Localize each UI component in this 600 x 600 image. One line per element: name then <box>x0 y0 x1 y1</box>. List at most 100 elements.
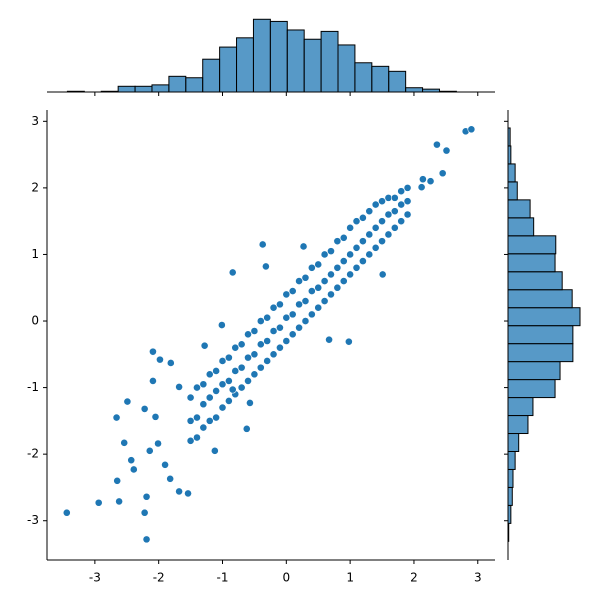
x-tick-label: -3 <box>89 571 101 585</box>
scatter-point <box>186 393 195 402</box>
x-tick-label: -1 <box>217 571 229 585</box>
scatter-point <box>212 387 221 395</box>
scatter-point <box>333 237 342 246</box>
scatter-point <box>269 350 278 359</box>
x-tick-label: 1 <box>346 571 354 585</box>
scatter-point <box>115 497 124 506</box>
scatter-point <box>327 290 335 299</box>
scatter-point <box>339 257 348 266</box>
scatter-point <box>344 337 353 346</box>
scatter-point <box>94 498 103 507</box>
histogram-bar <box>185 77 204 93</box>
scatter-point <box>390 223 399 232</box>
x-tick-label: 0 <box>282 571 290 585</box>
scatter-point <box>224 397 233 405</box>
scatter-point <box>307 310 316 319</box>
scatter-point <box>365 230 374 239</box>
y-tick-label: 2 <box>31 180 39 194</box>
scatter-point <box>205 370 214 379</box>
histogram-bar <box>117 85 136 93</box>
scatter-point <box>295 300 303 309</box>
scatter-point <box>263 313 272 322</box>
scatter-point <box>426 177 435 186</box>
scatter-point <box>256 340 265 349</box>
scatter-point <box>384 230 393 239</box>
scatter-point <box>371 223 380 232</box>
scatter-point <box>403 183 412 192</box>
scatter-point <box>263 357 272 365</box>
scatter-point <box>217 321 226 329</box>
scatter-point <box>365 250 374 259</box>
scatter-point <box>244 330 252 339</box>
scatter-point <box>193 413 201 422</box>
scatter-point <box>358 213 367 222</box>
histogram-bar <box>507 361 561 381</box>
histogram-bar <box>320 30 339 93</box>
histogram-bar <box>337 44 356 93</box>
histogram-bar <box>507 325 574 345</box>
scatter-point <box>256 317 265 325</box>
scatter-point <box>62 508 71 517</box>
scatter-point <box>397 200 406 209</box>
histogram-bar <box>405 87 424 93</box>
x-tick-label: 2 <box>410 571 418 585</box>
scatter-point <box>276 343 284 352</box>
histogram-bar <box>507 253 556 273</box>
scatter-point <box>263 337 272 345</box>
scatter-point <box>242 424 251 433</box>
scatter-point <box>301 297 310 305</box>
scatter-point <box>295 323 303 332</box>
scatter-point <box>288 287 297 295</box>
scatter-point <box>231 343 240 352</box>
scatter-point <box>261 262 270 271</box>
histogram-bar <box>507 486 513 506</box>
scatter-point <box>156 355 164 364</box>
scatter-point <box>199 423 208 432</box>
scatter-point <box>371 200 380 209</box>
scatter-point <box>397 187 406 196</box>
scatter-point <box>250 327 259 335</box>
scatter-point <box>282 337 291 345</box>
scatter-point <box>403 210 412 219</box>
scatter-point <box>378 217 386 226</box>
scatter-point <box>352 217 361 226</box>
histogram-bar <box>507 307 581 327</box>
scatter-point <box>346 270 355 279</box>
scatter-point <box>210 446 219 455</box>
scatter-point <box>276 300 284 309</box>
scatter-point <box>250 350 259 359</box>
scatter-point <box>186 436 195 445</box>
scatter-point <box>200 341 209 350</box>
scatter-point <box>417 183 426 192</box>
scatter-point <box>390 193 399 202</box>
scatter-point <box>228 268 237 277</box>
scatter-point <box>314 260 323 269</box>
scatter-point <box>320 297 329 305</box>
scatter-point <box>256 363 265 372</box>
scatter-point <box>269 327 278 335</box>
scatter-point <box>358 257 367 266</box>
scatter-point <box>438 169 447 178</box>
scatter-point <box>113 476 122 485</box>
scatter-point <box>166 474 175 483</box>
histogram-bar <box>269 20 288 93</box>
scatter-point <box>184 489 192 498</box>
scatter-point <box>333 263 342 272</box>
scatter-point <box>142 535 151 544</box>
histogram-bar <box>507 289 573 309</box>
histogram-bar <box>507 163 516 183</box>
scatter-point <box>378 197 386 206</box>
x-tick-label: 3 <box>474 571 482 585</box>
scatter-point <box>433 140 441 149</box>
scatter-point <box>282 313 291 322</box>
scatter-point <box>218 380 227 389</box>
scatter-point <box>218 357 227 365</box>
histogram-bar <box>507 271 563 291</box>
scatter-point <box>149 377 157 385</box>
scatter-point <box>346 250 355 259</box>
scatter-point <box>127 456 136 465</box>
scatter-point <box>418 175 427 184</box>
scatter-point <box>140 508 149 517</box>
scatter-point <box>258 240 267 249</box>
scatter-point <box>112 413 121 422</box>
